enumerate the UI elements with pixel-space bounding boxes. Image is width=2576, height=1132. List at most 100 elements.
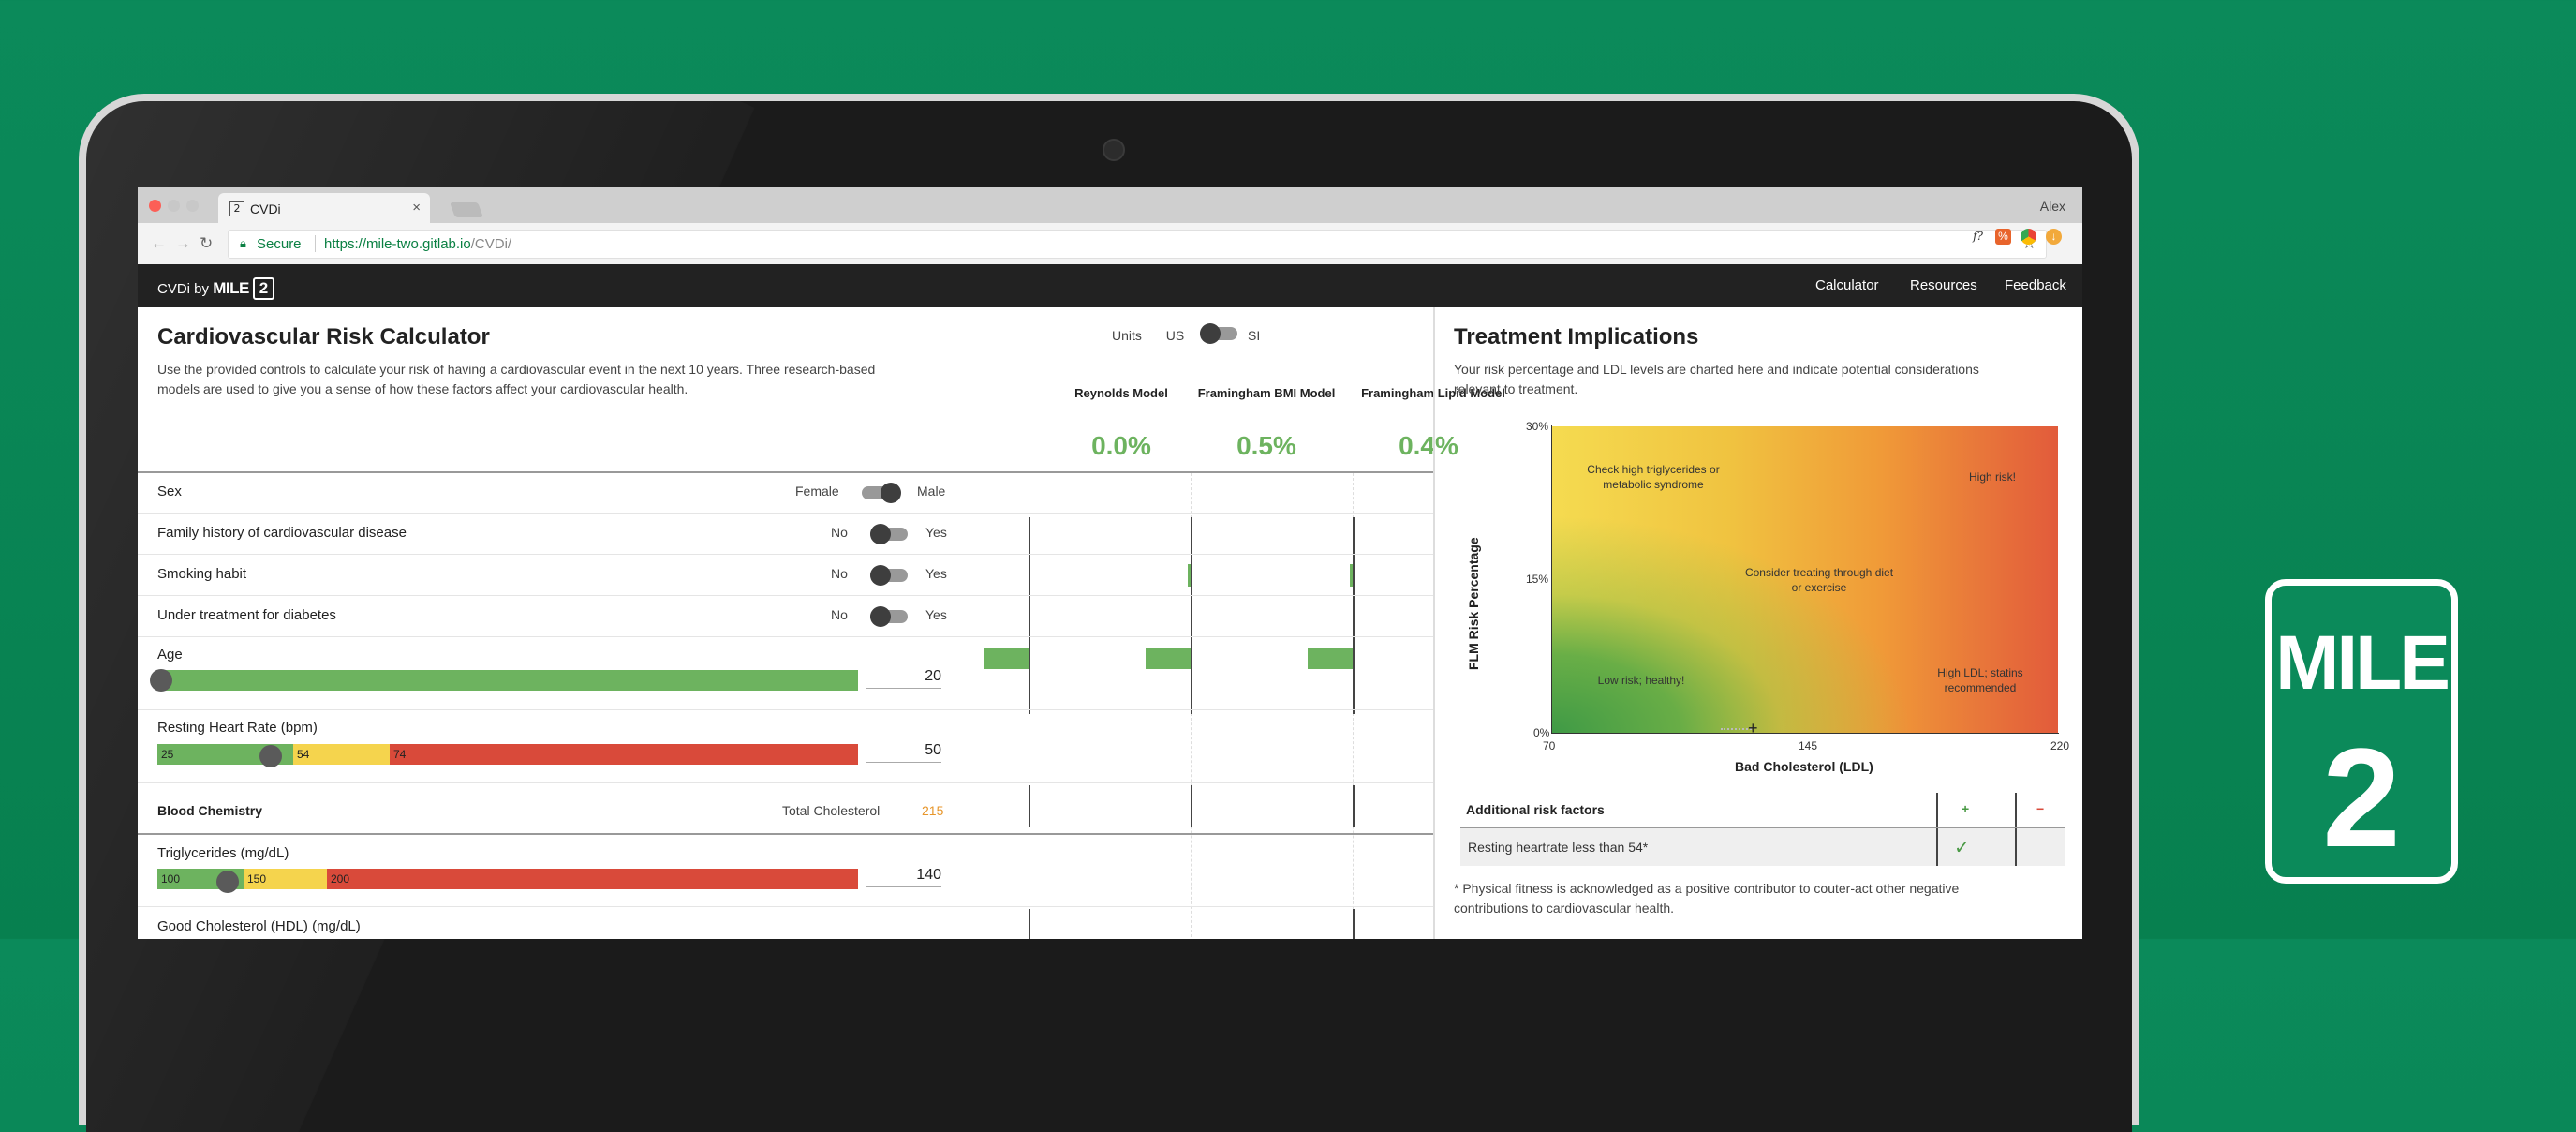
family-history-toggle[interactable] xyxy=(870,524,908,544)
model-name-framingham-bmi: Framingham BMI Model xyxy=(1197,386,1336,400)
y-tick-15: 15% xyxy=(1526,573,1549,586)
age-slider-thumb[interactable] xyxy=(150,669,172,692)
family-history-label: Family history of cardiovascular disease xyxy=(157,525,407,541)
browser-tab[interactable]: 2 CVDi × xyxy=(218,193,430,223)
formula-extension-icon[interactable]: f? xyxy=(1973,230,1983,243)
smoking-yes-label: Yes xyxy=(925,566,947,581)
smoking-bar-lipid xyxy=(1350,564,1353,587)
zone-consider-diet: Consider treating through diet or exerci… xyxy=(1744,566,1894,594)
age-bar-lipid xyxy=(1308,648,1353,669)
user-position-marker-icon: + xyxy=(1748,719,1758,737)
model-axis-framingham-bmi xyxy=(1191,517,1192,714)
units-si-label: SI xyxy=(1248,328,1261,343)
model-name-reynolds: Reynolds Model xyxy=(1074,386,1168,400)
blood-chemistry-heading: Blood Chemistry xyxy=(157,803,263,818)
triglycerides-slider-thumb[interactable] xyxy=(216,871,239,893)
y-tick-30: 30% xyxy=(1526,420,1549,433)
webcam xyxy=(1103,139,1125,161)
secure-label: Secure xyxy=(257,236,302,252)
total-cholesterol-value: 215 xyxy=(922,803,944,818)
forward-arrow-icon[interactable]: → xyxy=(175,234,191,252)
tab-title: CVDi xyxy=(250,201,281,216)
minus-column-header: − xyxy=(2036,801,2045,816)
age-bar-reynolds xyxy=(984,648,1029,669)
diabetes-toggle[interactable] xyxy=(870,606,908,627)
triglycerides-label: Triglycerides (mg/dL) xyxy=(157,845,289,861)
risk-factors-header: Additional risk factors + − xyxy=(1460,793,2065,828)
smoking-bar-bmi xyxy=(1188,564,1191,587)
reload-icon[interactable]: ↻ xyxy=(200,234,214,252)
download-extension-icon[interactable]: ↓ xyxy=(2046,229,2062,245)
hdl-label: Good Cholesterol (HDL) (mg/dL) xyxy=(157,918,361,934)
units-us-label: US xyxy=(1165,328,1185,343)
sex-label: Sex xyxy=(157,484,182,499)
calculator-description: Use the provided controls to calculate y… xyxy=(157,362,876,396)
x-tick-220: 220 xyxy=(2050,739,2070,752)
treatment-description: Your risk percentage and LDL levels are … xyxy=(1454,362,1979,396)
sex-toggle[interactable] xyxy=(862,483,901,503)
app-navbar: CVDi by MILE 2 Calculator Resources Feedb… xyxy=(138,264,2082,307)
toolbar: ← → ↻ 🔒︎ Secure https://mile-two.gitlab.… xyxy=(138,223,2082,265)
zone-high-risk: High risk! xyxy=(1968,470,2016,484)
age-label: Age xyxy=(157,647,183,663)
new-tab-button[interactable] xyxy=(450,202,483,217)
x-tick-145: 145 xyxy=(1799,739,1818,752)
diabetes-label: Under treatment for diabetes xyxy=(157,607,336,623)
close-window-button[interactable] xyxy=(149,200,161,212)
browser-window: 2 CVDi × Alex ← → ↻ 🔒︎ Secure https://mi… xyxy=(138,187,2082,939)
triglycerides-slider[interactable]: 100 150 200 xyxy=(157,869,858,893)
heart-rate-slider-thumb[interactable] xyxy=(259,745,282,767)
age-bar-bmi xyxy=(1146,648,1191,669)
family-history-yes-label: Yes xyxy=(925,525,947,540)
risk-value-framingham-bmi: 0.5% xyxy=(1236,431,1296,460)
nav-resources[interactable]: Resources xyxy=(1910,277,1977,293)
smoking-toggle[interactable] xyxy=(870,565,908,586)
nav-feedback[interactable]: Feedback xyxy=(2005,277,2066,293)
sex-female-label: Female xyxy=(795,484,839,499)
profile-name[interactable]: Alex xyxy=(2039,199,2065,214)
family-history-no-label: No xyxy=(831,525,848,540)
heart-rate-value-input[interactable]: 50 xyxy=(866,742,941,763)
color-extension-icon[interactable] xyxy=(2021,229,2036,245)
maximize-window-button[interactable] xyxy=(186,200,199,212)
zone-low-risk: Low risk; healthy! xyxy=(1597,674,1685,687)
triglycerides-value-input[interactable]: 140 xyxy=(866,867,941,887)
total-cholesterol-label: Total Cholesterol xyxy=(782,803,881,818)
units-toggle[interactable] xyxy=(1200,323,1237,344)
mile2-logo: MILE 2 xyxy=(2265,579,2458,884)
heart-rate-label: Resting Heart Rate (bpm) xyxy=(157,720,318,736)
risk-factors-table: Additional risk factors + − Resting hear… xyxy=(1460,793,2065,866)
chart-x-axis-title: Bad Cholesterol (LDL) xyxy=(1735,759,1873,774)
units-label: Units xyxy=(1112,328,1142,343)
risk-value-framingham-lipid: 0.4% xyxy=(1399,431,1458,460)
age-slider[interactable] xyxy=(150,669,858,692)
extension-icon[interactable]: % xyxy=(1995,229,2011,245)
treatment-chart: Check high triglycerides or metabolic sy… xyxy=(1552,426,2058,737)
diabetes-yes-label: Yes xyxy=(925,607,947,622)
zone-check-triglycerides: Check high triglycerides or metabolic sy… xyxy=(1587,463,1720,491)
checkmark-icon: ✓ xyxy=(1954,836,1970,858)
favicon-icon: 2 xyxy=(229,201,244,216)
back-arrow-icon[interactable]: ← xyxy=(151,234,167,252)
url-text: https://mile-two.gitlab.io/CVDi/ xyxy=(324,236,512,252)
sex-male-label: Male xyxy=(917,484,946,499)
address-bar[interactable]: 🔒︎ Secure https://mile-two.gitlab.io/CVD… xyxy=(228,230,2047,259)
smoking-no-label: No xyxy=(831,566,848,581)
risk-value-reynolds: 0.0% xyxy=(1091,431,1151,460)
diabetes-no-label: No xyxy=(831,607,848,622)
nav-calculator[interactable]: Calculator xyxy=(1815,277,1879,293)
minimize-window-button[interactable] xyxy=(168,200,180,212)
smoking-label: Smoking habit xyxy=(157,566,247,582)
chart-y-axis-title: FLM Risk Percentage xyxy=(1466,537,1481,670)
heart-rate-slider[interactable]: 25 54 74 xyxy=(157,744,858,767)
plus-column-header: + xyxy=(1962,801,1970,816)
age-value-input[interactable]: 20 xyxy=(866,668,941,689)
brand-logo[interactable]: CVDi by MILE 2 xyxy=(157,277,275,300)
y-tick-0: 0% xyxy=(1533,726,1550,739)
units-control: Units US SI xyxy=(1112,323,1260,344)
treatment-title: Treatment Implications xyxy=(1454,324,1699,350)
tab-bar: 2 CVDi × Alex xyxy=(138,187,2082,223)
risk-factor-row: Resting heartrate less than 54* ✓ xyxy=(1460,828,2065,866)
close-tab-icon[interactable]: × xyxy=(412,200,421,216)
lock-icon: 🔒︎ xyxy=(240,236,246,250)
